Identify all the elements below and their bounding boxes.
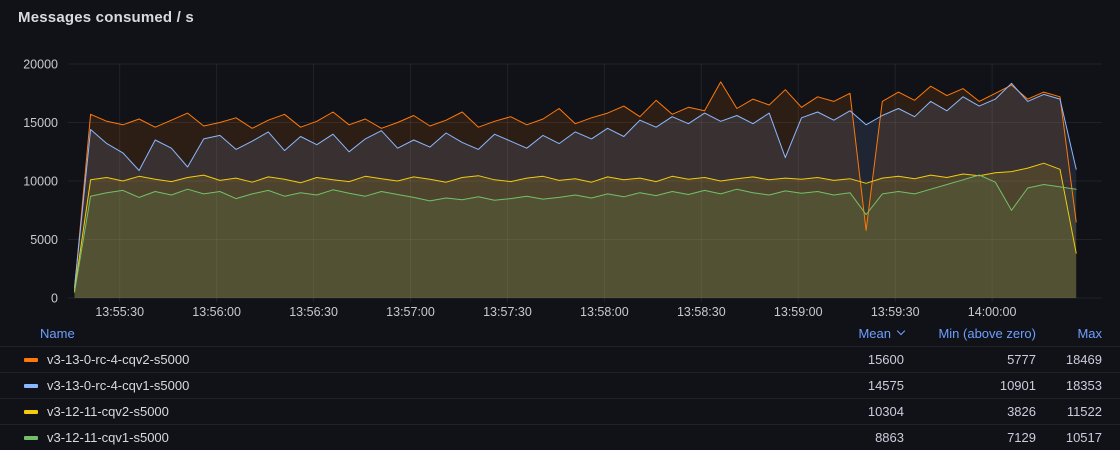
x-axis-tick-label: 13:59:30 xyxy=(871,305,920,319)
x-axis-tick-label: 13:56:30 xyxy=(289,305,338,319)
series-area-v3-12-11-cqv1-s5000 xyxy=(74,175,1077,298)
legend-row: v3-13-0-rc-4-cqv1-s5000 14575 10901 1835… xyxy=(0,372,1120,398)
series-name[interactable]: v3-13-0-rc-4-cqv2-s5000 xyxy=(24,352,784,367)
series-name-label: v3-13-0-rc-4-cqv1-s5000 xyxy=(47,378,190,393)
x-axis-tick-label: 14:00:00 xyxy=(968,305,1017,319)
x-axis-tick-label: 13:55:30 xyxy=(95,305,144,319)
max-value: 11522 xyxy=(1066,404,1102,419)
series-area-v3-13-0-rc-4-cqv1-s5000 xyxy=(74,83,1077,298)
y-axis-tick-label: 5000 xyxy=(30,233,58,247)
x-axis-tick-label: 13:57:00 xyxy=(386,305,435,319)
series-color-swatch[interactable] xyxy=(24,409,38,414)
series-name[interactable]: v3-12-11-cqv2-s5000 xyxy=(24,404,784,419)
series-name-label: v3-13-0-rc-4-cqv2-s5000 xyxy=(47,352,190,367)
series-area-v3-12-11-cqv2-s5000 xyxy=(74,163,1077,298)
series-name-label: v3-12-11-cqv2-s5000 xyxy=(47,404,169,419)
series-name[interactable]: v3-13-0-rc-4-cqv1-s5000 xyxy=(24,378,784,393)
mean-value: 10304 xyxy=(867,404,904,419)
series-line-v3-12-11-cqv2-s5000 xyxy=(74,162,1077,292)
min-value: 10901 xyxy=(999,378,1036,393)
y-axis-tick-label: 0 xyxy=(51,292,58,306)
min-value: 3826 xyxy=(1007,404,1036,419)
max-value: 18353 xyxy=(1065,378,1102,393)
series-color-swatch[interactable] xyxy=(24,383,38,388)
legend-header-mean-label: Mean xyxy=(858,325,891,341)
x-axis-tick-label: 13:57:30 xyxy=(483,305,532,319)
mean-value: 15600 xyxy=(867,352,904,367)
legend-header-min[interactable]: Min (above zero) xyxy=(938,325,1036,341)
series-area-v3-13-0-rc-4-cqv2-s5000 xyxy=(74,81,1077,299)
panel-title[interactable]: Messages consumed / s xyxy=(18,9,194,26)
series-line-v3-13-0-rc-4-cqv1-s5000 xyxy=(74,82,1077,288)
y-axis-tick-label: 10000 xyxy=(23,175,58,189)
legend-header-name[interactable]: Name xyxy=(40,325,75,341)
y-axis-tick-label: 20000 xyxy=(23,58,58,72)
legend-row: v3-12-11-cqv2-s5000 10304 3826 11522 xyxy=(0,398,1120,424)
max-value: 18469 xyxy=(1065,352,1102,367)
x-axis-tick-label: 13:58:30 xyxy=(677,305,726,319)
series-line-v3-13-0-rc-4-cqv2-s5000 xyxy=(74,81,1077,291)
series-line-v3-12-11-cqv1-s5000 xyxy=(74,174,1077,293)
min-value: 5777 xyxy=(1007,352,1036,367)
y-axis-tick-label: 15000 xyxy=(23,116,58,130)
legend-row: v3-13-0-rc-4-cqv2-s5000 15600 5777 18469 xyxy=(0,346,1120,372)
mean-value: 14575 xyxy=(867,378,904,393)
legend-row: v3-12-11-cqv1-s5000 8863 7129 10517 xyxy=(0,424,1120,450)
legend-header-mean[interactable]: Mean xyxy=(784,325,906,341)
legend-header-row: Name Mean Min (above zero) Max xyxy=(0,320,1120,346)
x-axis-tick-label: 13:59:00 xyxy=(774,305,823,319)
legend-table: Name Mean Min (above zero) Max v3-13-0-r… xyxy=(0,320,1120,450)
x-axis-tick-label: 13:56:00 xyxy=(192,305,241,319)
legend-header-max[interactable]: Max xyxy=(1077,325,1102,341)
series-color-swatch[interactable] xyxy=(24,357,38,362)
x-axis-tick-label: 13:58:00 xyxy=(580,305,629,319)
time-series-chart[interactable]: 0 5000 10000 15000 20000 13:55:30 13:56:00 13:5… xyxy=(0,40,1120,320)
